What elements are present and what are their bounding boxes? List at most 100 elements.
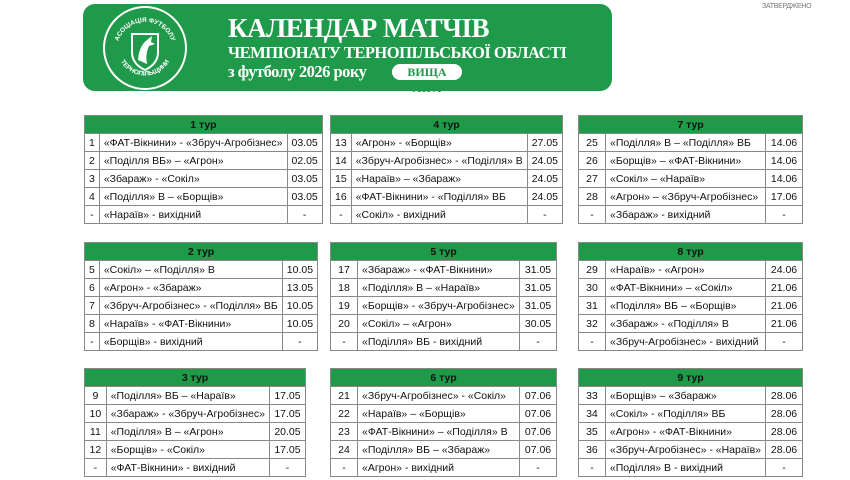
- tour-title: 1 тур: [84, 115, 323, 134]
- match-teams: «Борщів» - вихідний: [98, 332, 283, 351]
- match-row: - «Сокіл» - вихідний -: [330, 205, 564, 224]
- match-date: 07.06: [519, 404, 557, 423]
- match-row: 13 «Агрон» - «Борщів» 27.05: [330, 133, 564, 152]
- svg-text:АСОЦІАЦІЯ ФУТБОЛУ: АСОЦІАЦІЯ ФУТБОЛУ: [114, 17, 177, 43]
- match-date: -: [281, 332, 319, 351]
- match-teams: «Збруч-Агробізнес» - «Сокіл»: [357, 386, 520, 405]
- match-date: 24.05: [526, 151, 564, 170]
- match-date: -: [526, 205, 564, 224]
- match-date: 03.05: [286, 187, 323, 206]
- match-row: 3 «Збараж» - «Сокіл» 03.05: [84, 169, 323, 188]
- match-date: 10.05: [281, 314, 319, 333]
- match-date: 21.06: [765, 296, 803, 315]
- match-teams: «Збруч-Агробізнес» - «Нараїв»: [604, 440, 767, 459]
- tour-table: 1 тур 1 «ФАТ-Вікнини» - «Збруч-Агробізне…: [84, 115, 323, 224]
- match-date: -: [286, 205, 323, 224]
- association-logo: АСОЦІАЦІЯ ФУТБОЛУ ТЕРНОПІЛЬЩИНИ: [103, 6, 187, 90]
- match-number: 24: [330, 440, 358, 459]
- match-number: 16: [330, 187, 352, 206]
- match-number: 15: [330, 169, 352, 188]
- match-number: 14: [330, 151, 352, 170]
- match-row: 32 «Збараж» - «Поділля» В 21.06: [578, 314, 803, 333]
- match-number: 5: [84, 260, 100, 279]
- page-subtitle: ЧЕМПІОНАТУ ТЕРНОПІЛЬСЬКОЇ ОБЛАСТІ: [228, 43, 567, 62]
- match-teams: «Збараж» - «Поділля» В: [605, 314, 766, 333]
- tour-header-row: 5 тур: [330, 242, 557, 261]
- match-row: 7 «Збруч-Агробізнес» - «Поділля» ВБ 10.0…: [84, 296, 319, 315]
- match-row: 22 «Нараїв» – «Борщів» 07.06: [330, 404, 557, 423]
- match-number: 19: [330, 296, 358, 315]
- match-teams: «Борщів» – «Збараж»: [604, 386, 767, 405]
- match-teams: «Борщів» - «Сокіл»: [105, 440, 270, 459]
- tour-header-row: 8 тур: [578, 242, 803, 261]
- match-row: 15 «Нараїв» – «Збараж» 24.05: [330, 169, 564, 188]
- match-date: -: [765, 205, 803, 224]
- match-teams: «Поділля» В – «Агрон»: [105, 422, 270, 441]
- match-number: 1: [84, 133, 100, 152]
- match-teams: «Сокіл» - «Поділля» ВБ: [604, 404, 767, 423]
- match-date: 31.05: [519, 296, 557, 315]
- match-row: - «Борщів» - вихідний -: [84, 332, 319, 351]
- match-number: -: [84, 458, 107, 477]
- match-row: - «Збруч-Агробізнес» - вихідний -: [578, 332, 803, 351]
- match-number: 10: [84, 404, 107, 423]
- match-teams: «Агрон» - вихідний: [357, 458, 520, 477]
- match-date: 31.05: [519, 260, 557, 279]
- match-row: 34 «Сокіл» - «Поділля» ВБ 28.06: [578, 404, 803, 423]
- match-number: 22: [330, 404, 358, 423]
- match-teams: «Збруч-Агробізнес» - «Поділля» ВБ: [98, 296, 283, 315]
- page-subtitle-year: з футболу 2026 року: [228, 62, 367, 81]
- match-date: 13.05: [281, 278, 319, 297]
- match-number: 34: [578, 404, 606, 423]
- match-date: 17.05: [268, 440, 307, 459]
- match-row: 16 «ФАТ-Вікнини» - «Поділля» ВБ 24.05: [330, 187, 564, 206]
- match-number: -: [578, 205, 606, 224]
- tour-header-row: 2 тур: [83, 242, 319, 261]
- match-teams: «Сокіл» – «Поділля» В: [98, 260, 283, 279]
- match-date: -: [519, 458, 557, 477]
- match-number: 27: [578, 169, 606, 188]
- match-date: 28.06: [765, 422, 803, 441]
- match-row: 30 «ФАТ-Вікнини» – «Сокіл» 21.06: [578, 278, 803, 297]
- match-teams: «Збараж» - «ФАТ-Вікнини»: [357, 260, 520, 279]
- match-number: -: [84, 332, 100, 351]
- match-row: 26 «Борщів» – «ФАТ-Вікнини» 14.06: [578, 151, 803, 170]
- match-date: 10.05: [281, 260, 319, 279]
- match-teams: «Поділля» ВБ – «Збараж»: [357, 440, 520, 459]
- match-number: 25: [578, 133, 606, 152]
- match-number: 26: [578, 151, 606, 170]
- match-number: 36: [578, 440, 606, 459]
- match-date: 14.06: [765, 133, 803, 152]
- match-date: 17.06: [765, 187, 803, 206]
- match-teams: «Нараїв» – «Борщів»: [357, 404, 520, 423]
- match-date: 21.06: [765, 278, 803, 297]
- match-date: -: [765, 332, 803, 351]
- tour-title: 4 тур: [330, 115, 563, 134]
- match-number: 32: [578, 314, 606, 333]
- match-number: 31: [578, 296, 606, 315]
- match-number: 30: [578, 278, 606, 297]
- match-number: 21: [330, 386, 358, 405]
- match-row: 8 «Нараїв» - «ФАТ-Вікнини» 10.05: [84, 314, 319, 333]
- match-row: - «Збараж» - вихідний -: [578, 205, 803, 224]
- match-teams: «Агрон» - «ФАТ-Вікнини»: [604, 422, 767, 441]
- match-row: 23 «ФАТ-Вікнини» – «Поділля» В 07.06: [330, 422, 557, 441]
- tour-header-row: 3 тур: [84, 368, 306, 387]
- tour-header-row: 1 тур: [84, 115, 323, 134]
- match-number: -: [84, 205, 100, 224]
- match-date: 20.05: [268, 422, 307, 441]
- match-row: 25 «Поділля» В – «Поділля» ВБ 14.06: [578, 133, 803, 152]
- match-date: 03.05: [286, 133, 323, 152]
- match-number: 28: [578, 187, 606, 206]
- match-teams: «Агрон» - «Збараж»: [98, 278, 283, 297]
- tour-title: 7 тур: [578, 115, 803, 134]
- match-row: 11 «Поділля» В – «Агрон» 20.05: [84, 422, 307, 441]
- match-teams: «Збараж» - «Сокіл»: [98, 169, 288, 188]
- tour-title: 3 тур: [84, 368, 306, 387]
- match-number: 29: [578, 260, 606, 279]
- match-number: 3: [84, 169, 100, 188]
- match-row: 17 «Збараж» - «ФАТ-Вікнини» 31.05: [330, 260, 557, 279]
- match-date: 10.05: [281, 296, 319, 315]
- tour-header-row: 7 тур: [578, 115, 803, 134]
- match-teams: «Нараїв» – «Збараж»: [350, 169, 528, 188]
